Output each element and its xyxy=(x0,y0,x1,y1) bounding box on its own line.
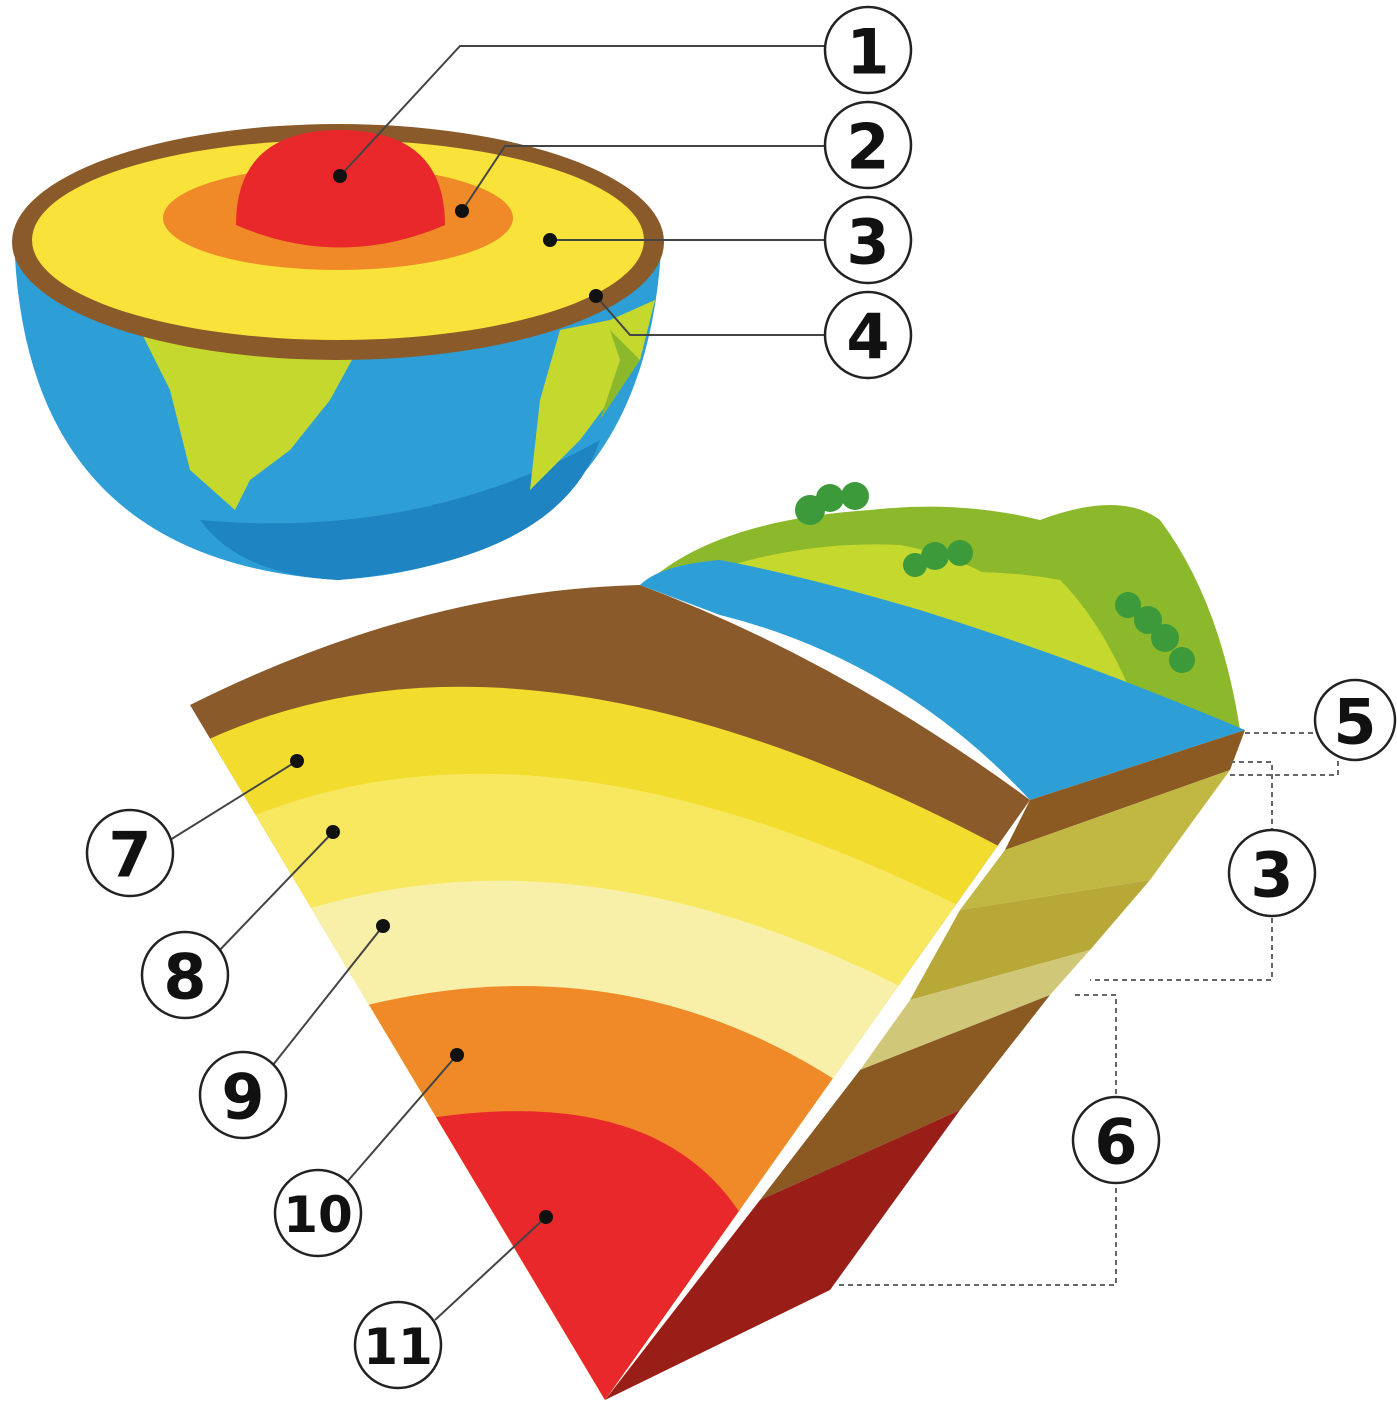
callout-8-label: 8 xyxy=(163,941,206,1014)
wedge-side-upper xyxy=(960,770,1230,910)
callout-3: 3 xyxy=(823,195,913,285)
hemisphere-continent-right-shade xyxy=(600,330,640,420)
callout-3b: 3 xyxy=(1227,828,1317,918)
callout-1: 1 xyxy=(823,5,913,95)
callout-7-label: 7 xyxy=(108,819,151,892)
callout-8: 8 xyxy=(140,930,230,1020)
callout-1-label: 1 xyxy=(846,16,889,89)
wedge-side-crust xyxy=(1005,730,1245,850)
callout-6-label: 6 xyxy=(1094,1106,1137,1179)
callout-6: 6 xyxy=(1071,1095,1161,1185)
callout-4: 4 xyxy=(823,290,913,380)
callout-4-label: 4 xyxy=(846,301,889,374)
callout-3b-label: 3 xyxy=(1250,839,1293,912)
callout-5: 5 xyxy=(1313,678,1397,762)
earth-wedge xyxy=(190,482,1245,1400)
callout-11: 11 xyxy=(353,1300,443,1390)
callout-10-label: 10 xyxy=(283,1186,353,1244)
wedge-side-red xyxy=(605,1110,960,1400)
leader-dots xyxy=(290,169,603,1224)
callout-9: 9 xyxy=(198,1050,288,1140)
callout-3-label: 3 xyxy=(846,206,889,279)
wedge-side-brown xyxy=(760,995,1050,1200)
callout-2-label: 2 xyxy=(846,111,889,184)
leader-lines xyxy=(169,45,1339,1321)
callout-5-label: 5 xyxy=(1333,686,1376,759)
callout-11-label: 11 xyxy=(363,1318,433,1376)
hemisphere-ocean-shade xyxy=(200,440,600,580)
wedge-side-mid xyxy=(910,880,1150,1000)
callout-7: 7 xyxy=(85,808,175,898)
callout-2: 2 xyxy=(823,100,913,190)
callout-9-label: 9 xyxy=(221,1061,264,1134)
earth-hemisphere xyxy=(12,124,664,580)
tree-icon xyxy=(795,482,1195,673)
wedge-ocean xyxy=(640,560,1245,800)
wedge-side-low xyxy=(860,950,1090,1070)
hemisphere-continent xyxy=(140,330,360,510)
hemisphere-inner-core xyxy=(236,130,445,248)
callout-10: 10 xyxy=(273,1168,363,1258)
